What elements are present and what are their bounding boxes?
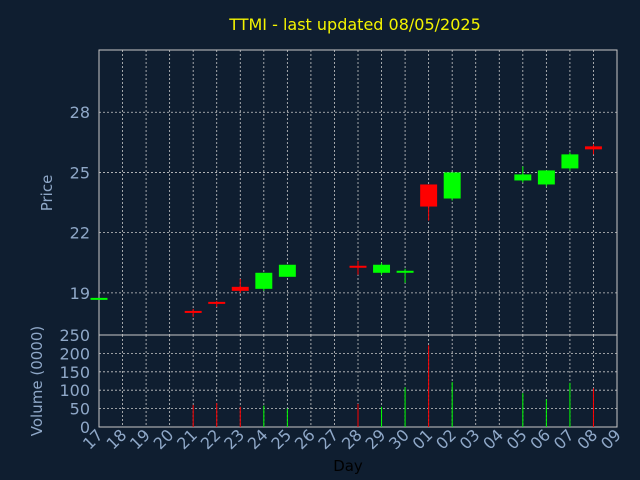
candle-body — [255, 272, 273, 289]
candle-body — [184, 310, 202, 313]
candle-body — [420, 184, 438, 207]
price-tick-label: 19 — [70, 284, 90, 303]
price-panel: 19 22 25 28 — [70, 49, 618, 336]
candle — [184, 308, 202, 317]
volume-tick-label: 0 — [80, 418, 90, 437]
candle — [349, 260, 367, 275]
candle — [255, 272, 273, 291]
candle-body — [278, 264, 296, 277]
candle — [90, 297, 108, 300]
price-axis-label: Price — [38, 175, 56, 212]
candle — [514, 166, 532, 183]
price-plot-frame — [98, 49, 618, 336]
candle-body — [584, 146, 602, 150]
candle — [373, 262, 391, 275]
candle — [208, 300, 226, 307]
candle — [231, 278, 249, 293]
price-tick-label: 28 — [70, 103, 90, 122]
volume-panel: 1718192021222324252627282930010203040506… — [59, 326, 624, 453]
volume-axis-label: Volume (0000) — [28, 326, 46, 436]
candle-body — [349, 265, 367, 268]
candle — [396, 268, 414, 283]
x-tick-label: 09 — [597, 425, 625, 453]
candle — [420, 184, 438, 221]
candle-body — [561, 154, 579, 169]
candle-body — [443, 172, 461, 199]
candle-body — [396, 270, 414, 273]
price-tick-label: 25 — [70, 163, 90, 182]
candle-body — [231, 286, 249, 291]
volume-tick-label: 250 — [59, 326, 90, 345]
candle-body — [208, 301, 226, 304]
candle — [561, 152, 579, 171]
candle-body — [514, 174, 532, 181]
candle-body — [90, 297, 108, 300]
candle — [443, 172, 461, 201]
volume-tick-label: 50 — [70, 400, 90, 419]
day-axis-label: Day — [333, 457, 363, 475]
volume-tick-label: 200 — [59, 344, 90, 363]
candle — [537, 170, 555, 187]
price-tick-label: 22 — [70, 224, 90, 243]
candle-body — [373, 264, 391, 273]
candle — [584, 144, 602, 155]
chart-title: TTMI - last updated 08/05/2025 — [228, 15, 481, 34]
volume-tick-label: 100 — [59, 381, 90, 400]
candle-body — [537, 170, 555, 185]
candle — [278, 264, 296, 277]
volume-tick-label: 150 — [59, 363, 90, 382]
